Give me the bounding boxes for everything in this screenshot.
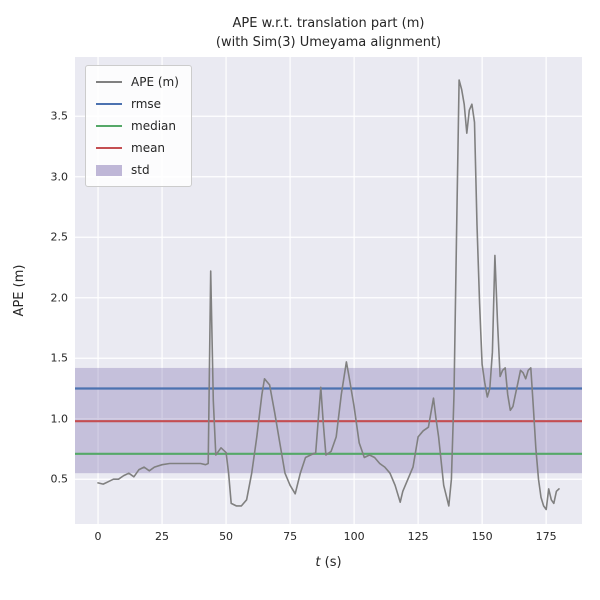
legend-item-median: median: [96, 119, 179, 133]
legend-item-mean: mean: [96, 141, 179, 155]
x-tick-label: 0: [94, 530, 102, 543]
legend-item-rmse: rmse: [96, 97, 179, 111]
y-axis-ticks: 0.5 1.0 1.5 2.0 2.5 3.0 3.5: [36, 57, 69, 524]
x-tick-label: 50: [219, 530, 234, 543]
legend-label-median: median: [131, 119, 176, 133]
x-axis-ticks: 0 25 50 75 100 125 150 175: [75, 530, 582, 546]
y-tick-label: 2.0: [50, 291, 69, 305]
legend-label-std: std: [131, 163, 150, 177]
ape-line-swatch: [96, 81, 122, 83]
x-axis-label: t (s): [75, 555, 582, 570]
legend-label-ape: APE (m): [131, 75, 179, 89]
chart-title: APE w.r.t. translation part (m) (with Si…: [75, 14, 582, 52]
y-tick-label: 1.0: [50, 412, 69, 426]
mean-line-swatch: [96, 147, 122, 149]
y-tick-label: 3.5: [50, 109, 69, 123]
legend-item-ape: APE (m): [96, 75, 179, 89]
x-tick-label: 175: [535, 530, 557, 543]
x-tick-label: 75: [283, 530, 298, 543]
y-axis-label: APE (m): [12, 264, 27, 317]
rmse-line-swatch: [96, 103, 122, 105]
chart-title-line1: APE w.r.t. translation part (m): [232, 16, 425, 31]
chart-title-line2: (with Sim(3) Umeyama alignment): [215, 35, 442, 50]
y-tick-label: 1.5: [50, 351, 69, 365]
x-tick-label: 150: [471, 530, 493, 543]
legend-label-rmse: rmse: [131, 97, 162, 111]
median-line-swatch: [96, 125, 122, 127]
legend-label-mean: mean: [131, 141, 166, 155]
plot-canvas: [75, 57, 582, 524]
y-tick-label: 3.0: [50, 170, 69, 184]
plot-area: APE (m) rmse median mean std: [75, 57, 582, 524]
x-tick-label: 125: [407, 530, 429, 543]
y-tick-label: 2.5: [50, 230, 69, 244]
legend-item-std: std: [96, 163, 179, 177]
ape-line: [97, 79, 560, 511]
x-tick-label: 100: [343, 530, 365, 543]
x-tick-label: 25: [155, 530, 170, 543]
x-axis-label-var: t: [315, 555, 321, 570]
legend: APE (m) rmse median mean std: [85, 65, 192, 187]
std-patch-swatch: [96, 164, 122, 176]
y-tick-label: 0.5: [50, 472, 69, 486]
x-axis-label-unit: (s): [320, 555, 342, 570]
